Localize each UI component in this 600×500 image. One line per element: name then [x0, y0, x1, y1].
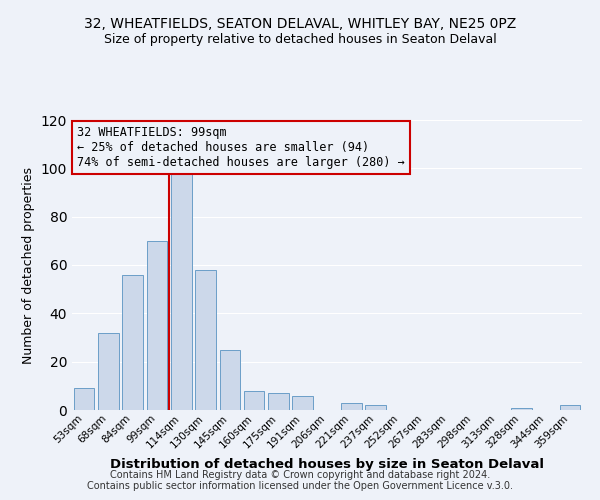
Bar — [195, 270, 216, 410]
Bar — [98, 332, 119, 410]
Bar — [560, 405, 580, 410]
Bar — [171, 168, 191, 410]
X-axis label: Distribution of detached houses by size in Seaton Delaval: Distribution of detached houses by size … — [110, 458, 544, 471]
Bar — [292, 396, 313, 410]
Y-axis label: Number of detached properties: Number of detached properties — [22, 166, 35, 364]
Bar — [365, 405, 386, 410]
Bar — [244, 390, 265, 410]
Text: Contains public sector information licensed under the Open Government Licence v.: Contains public sector information licen… — [87, 481, 513, 491]
Bar — [122, 274, 143, 410]
Bar — [511, 408, 532, 410]
Text: 32 WHEATFIELDS: 99sqm
← 25% of detached houses are smaller (94)
74% of semi-deta: 32 WHEATFIELDS: 99sqm ← 25% of detached … — [77, 126, 405, 169]
Bar — [341, 403, 362, 410]
Text: 32, WHEATFIELDS, SEATON DELAVAL, WHITLEY BAY, NE25 0PZ: 32, WHEATFIELDS, SEATON DELAVAL, WHITLEY… — [84, 18, 516, 32]
Text: Contains HM Land Registry data © Crown copyright and database right 2024.: Contains HM Land Registry data © Crown c… — [110, 470, 490, 480]
Bar — [74, 388, 94, 410]
Bar — [220, 350, 240, 410]
Text: Size of property relative to detached houses in Seaton Delaval: Size of property relative to detached ho… — [104, 32, 496, 46]
Bar — [146, 241, 167, 410]
Bar — [268, 393, 289, 410]
